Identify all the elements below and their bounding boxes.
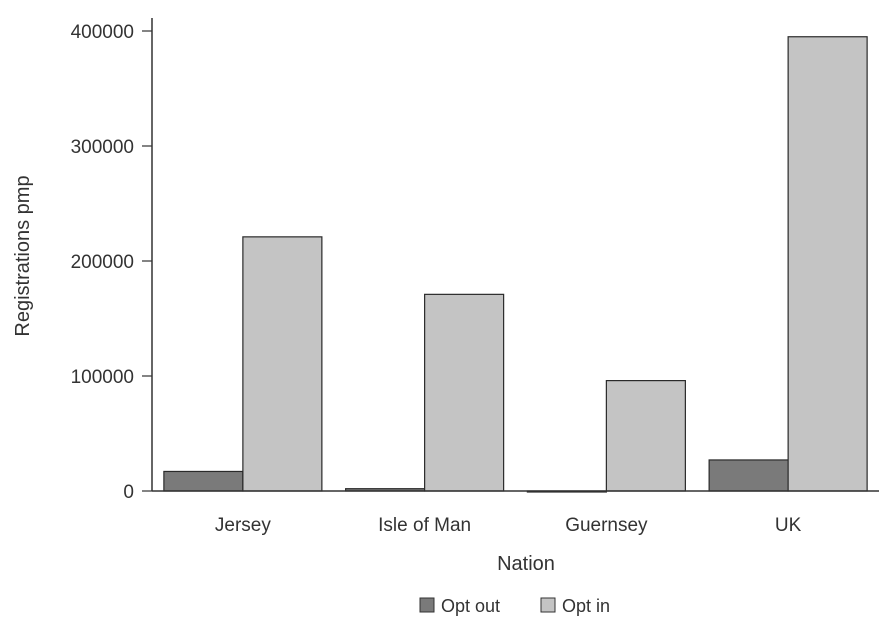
legend-label-opt-out: Opt out: [441, 596, 500, 616]
x-tick-label: UK: [775, 515, 802, 536]
y-tick-label: 0: [123, 482, 134, 503]
bar-opt-in-jersey: [242, 236, 323, 492]
legend-swatch-opt-in: [540, 597, 556, 613]
bar-opt-in-guernsey: [605, 380, 686, 492]
y-axis-title: Registrations pmp: [12, 175, 34, 336]
x-axis-title: Nation: [497, 553, 555, 575]
axes-group: [151, 18, 879, 492]
bars-group: [163, 36, 868, 493]
y-tick-label: 400000: [71, 22, 134, 43]
bar-opt-in-uk: [787, 36, 868, 492]
x-tick-label: Guernsey: [565, 515, 648, 536]
x-tick-label: Isle of Man: [378, 515, 471, 536]
bar-opt-out-uk: [708, 459, 789, 492]
x-ticks-group: Jersey Isle of Man Guernsey UK: [215, 515, 802, 536]
x-tick-label: Jersey: [215, 515, 271, 536]
bar-opt-in-isle-of-man: [424, 293, 505, 492]
y-tick-label: 200000: [71, 252, 134, 273]
y-ticks-group: 0 100000 200000 300000 400000: [71, 22, 152, 503]
y-tick-label: 300000: [71, 137, 134, 158]
y-tick-label: 100000: [71, 367, 134, 388]
legend-label-opt-in: Opt in: [562, 596, 610, 616]
legend-swatch-opt-out: [419, 597, 435, 613]
bar-opt-out-jersey: [163, 470, 244, 492]
legend: Opt out Opt in: [419, 596, 610, 616]
